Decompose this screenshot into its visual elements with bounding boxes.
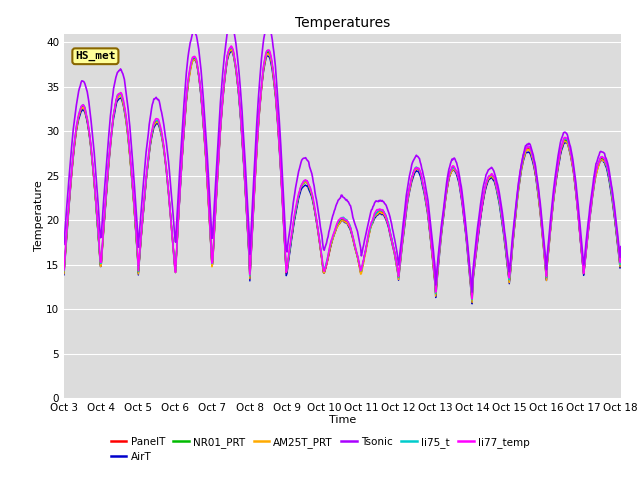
PanelT — [184, 83, 192, 88]
Y-axis label: Temperature: Temperature — [35, 180, 45, 252]
NR01_PRT — [127, 170, 135, 176]
NR01_PRT — [411, 167, 419, 172]
li75_t — [411, 166, 419, 171]
PanelT — [428, 240, 435, 246]
PanelT — [411, 168, 419, 173]
NR01_PRT — [184, 82, 192, 87]
li77_temp — [617, 248, 625, 254]
Tsonic — [428, 226, 435, 232]
li75_t — [617, 251, 625, 257]
Line: li75_t: li75_t — [64, 47, 621, 300]
PanelT — [60, 270, 68, 276]
li77_temp — [428, 237, 435, 243]
AirT — [411, 170, 419, 176]
AM25T_PRT — [468, 300, 476, 305]
li75_t — [60, 268, 68, 274]
Tsonic — [411, 155, 419, 161]
li77_temp — [214, 176, 221, 182]
li77_temp — [411, 166, 419, 172]
li75_t — [428, 238, 435, 243]
Tsonic — [214, 151, 221, 156]
li77_temp — [60, 267, 68, 273]
AM25T_PRT — [411, 168, 419, 174]
Line: Tsonic: Tsonic — [64, 23, 621, 292]
li77_temp — [70, 143, 78, 148]
NR01_PRT — [617, 252, 625, 257]
Tsonic — [184, 55, 192, 60]
li77_temp — [184, 78, 192, 84]
PanelT — [468, 298, 476, 303]
NR01_PRT — [214, 176, 221, 182]
Tsonic — [617, 244, 625, 250]
AM25T_PRT — [127, 172, 135, 178]
AirT — [428, 242, 435, 248]
AirT — [60, 272, 68, 277]
PanelT — [127, 170, 135, 176]
Line: PanelT: PanelT — [64, 48, 621, 300]
AM25T_PRT — [184, 84, 192, 90]
NR01_PRT — [428, 240, 435, 245]
AirT — [214, 180, 221, 185]
Line: NR01_PRT: NR01_PRT — [64, 47, 621, 301]
li77_temp — [127, 167, 135, 172]
Tsonic — [127, 142, 135, 148]
PanelT — [214, 177, 221, 183]
NR01_PRT — [227, 44, 235, 50]
AM25T_PRT — [617, 253, 625, 259]
AirT — [70, 147, 78, 153]
PanelT — [227, 45, 235, 50]
li77_temp — [468, 296, 476, 302]
AM25T_PRT — [60, 271, 68, 276]
Line: AirT: AirT — [64, 51, 621, 304]
AirT — [184, 84, 192, 90]
AM25T_PRT — [214, 179, 221, 184]
Line: AM25T_PRT: AM25T_PRT — [64, 50, 621, 302]
AM25T_PRT — [70, 145, 78, 151]
PanelT — [70, 145, 78, 151]
Tsonic — [70, 120, 78, 126]
Text: HS_met: HS_met — [75, 51, 116, 61]
Tsonic — [227, 20, 235, 26]
li75_t — [184, 80, 192, 86]
PanelT — [617, 252, 625, 258]
Tsonic — [60, 241, 68, 247]
li75_t — [214, 175, 221, 181]
Title: Temperatures: Temperatures — [295, 16, 390, 30]
NR01_PRT — [60, 269, 68, 275]
Line: li77_temp: li77_temp — [64, 46, 621, 299]
AirT — [127, 171, 135, 177]
li75_t — [468, 297, 476, 303]
li75_t — [227, 44, 235, 50]
li75_t — [70, 142, 78, 147]
AM25T_PRT — [428, 241, 435, 247]
X-axis label: Time: Time — [329, 415, 356, 425]
AirT — [227, 48, 235, 54]
NR01_PRT — [70, 144, 78, 150]
AirT — [468, 301, 476, 307]
AirT — [617, 254, 625, 260]
AM25T_PRT — [227, 47, 235, 53]
Legend: PanelT, AirT, NR01_PRT, AM25T_PRT, Tsonic, li75_t, li77_temp: PanelT, AirT, NR01_PRT, AM25T_PRT, Tsoni… — [107, 432, 534, 466]
NR01_PRT — [468, 298, 476, 304]
li77_temp — [227, 43, 235, 49]
Tsonic — [468, 289, 476, 295]
li75_t — [127, 168, 135, 174]
